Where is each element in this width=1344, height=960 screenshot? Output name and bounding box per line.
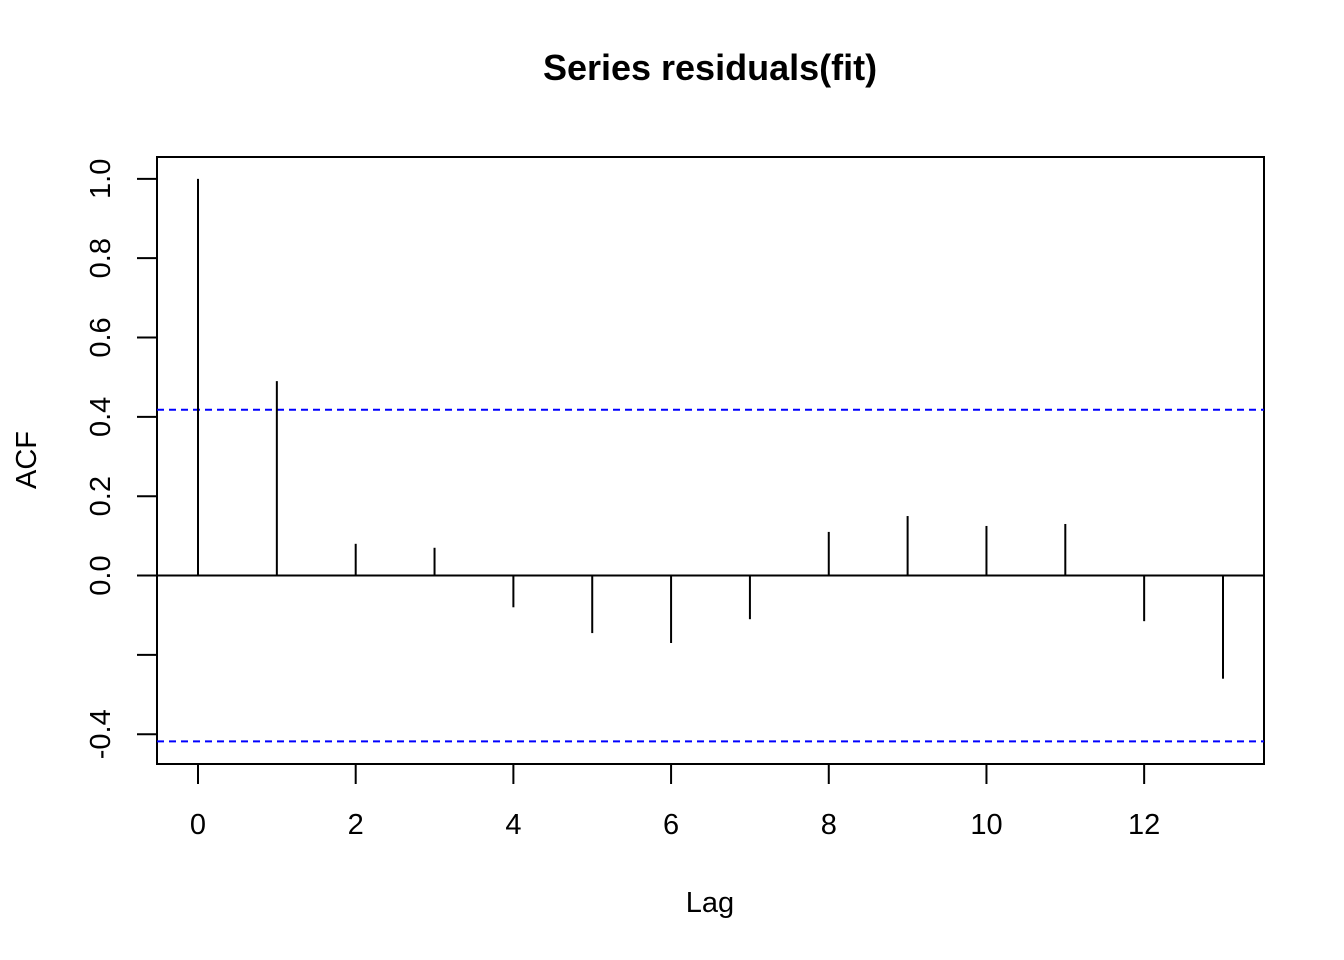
- x-tick-label: 4: [505, 809, 521, 841]
- x-tick-label: 12: [1128, 809, 1160, 841]
- y-tick-label: 0.4: [85, 397, 117, 437]
- y-tick-label: 0.2: [85, 476, 117, 516]
- x-tick-label: 6: [663, 809, 679, 841]
- y-tick-label: 0.0: [85, 555, 117, 595]
- chart-title: Series residuals(fit): [543, 47, 877, 88]
- plot-frame: [156, 156, 1265, 765]
- y-axis-label: ACF: [11, 431, 43, 489]
- y-tick-label: -0.4: [85, 709, 117, 759]
- x-axis-label: Lag: [686, 887, 734, 919]
- x-tick-label: 8: [821, 809, 837, 841]
- y-tick-label: 1.0: [85, 159, 117, 199]
- x-tick-label: 0: [190, 809, 206, 841]
- x-tick-label: 2: [348, 809, 364, 841]
- chart-marks: 0 2 4 6 8 10 12 -0.4 0.0 0.2 0.4 0.6 0.8 1.0: [85, 159, 1264, 841]
- y-tick-label: 0.8: [85, 238, 117, 278]
- x-tick-label: 10: [970, 809, 1002, 841]
- y-tick-label: 0.6: [85, 317, 117, 357]
